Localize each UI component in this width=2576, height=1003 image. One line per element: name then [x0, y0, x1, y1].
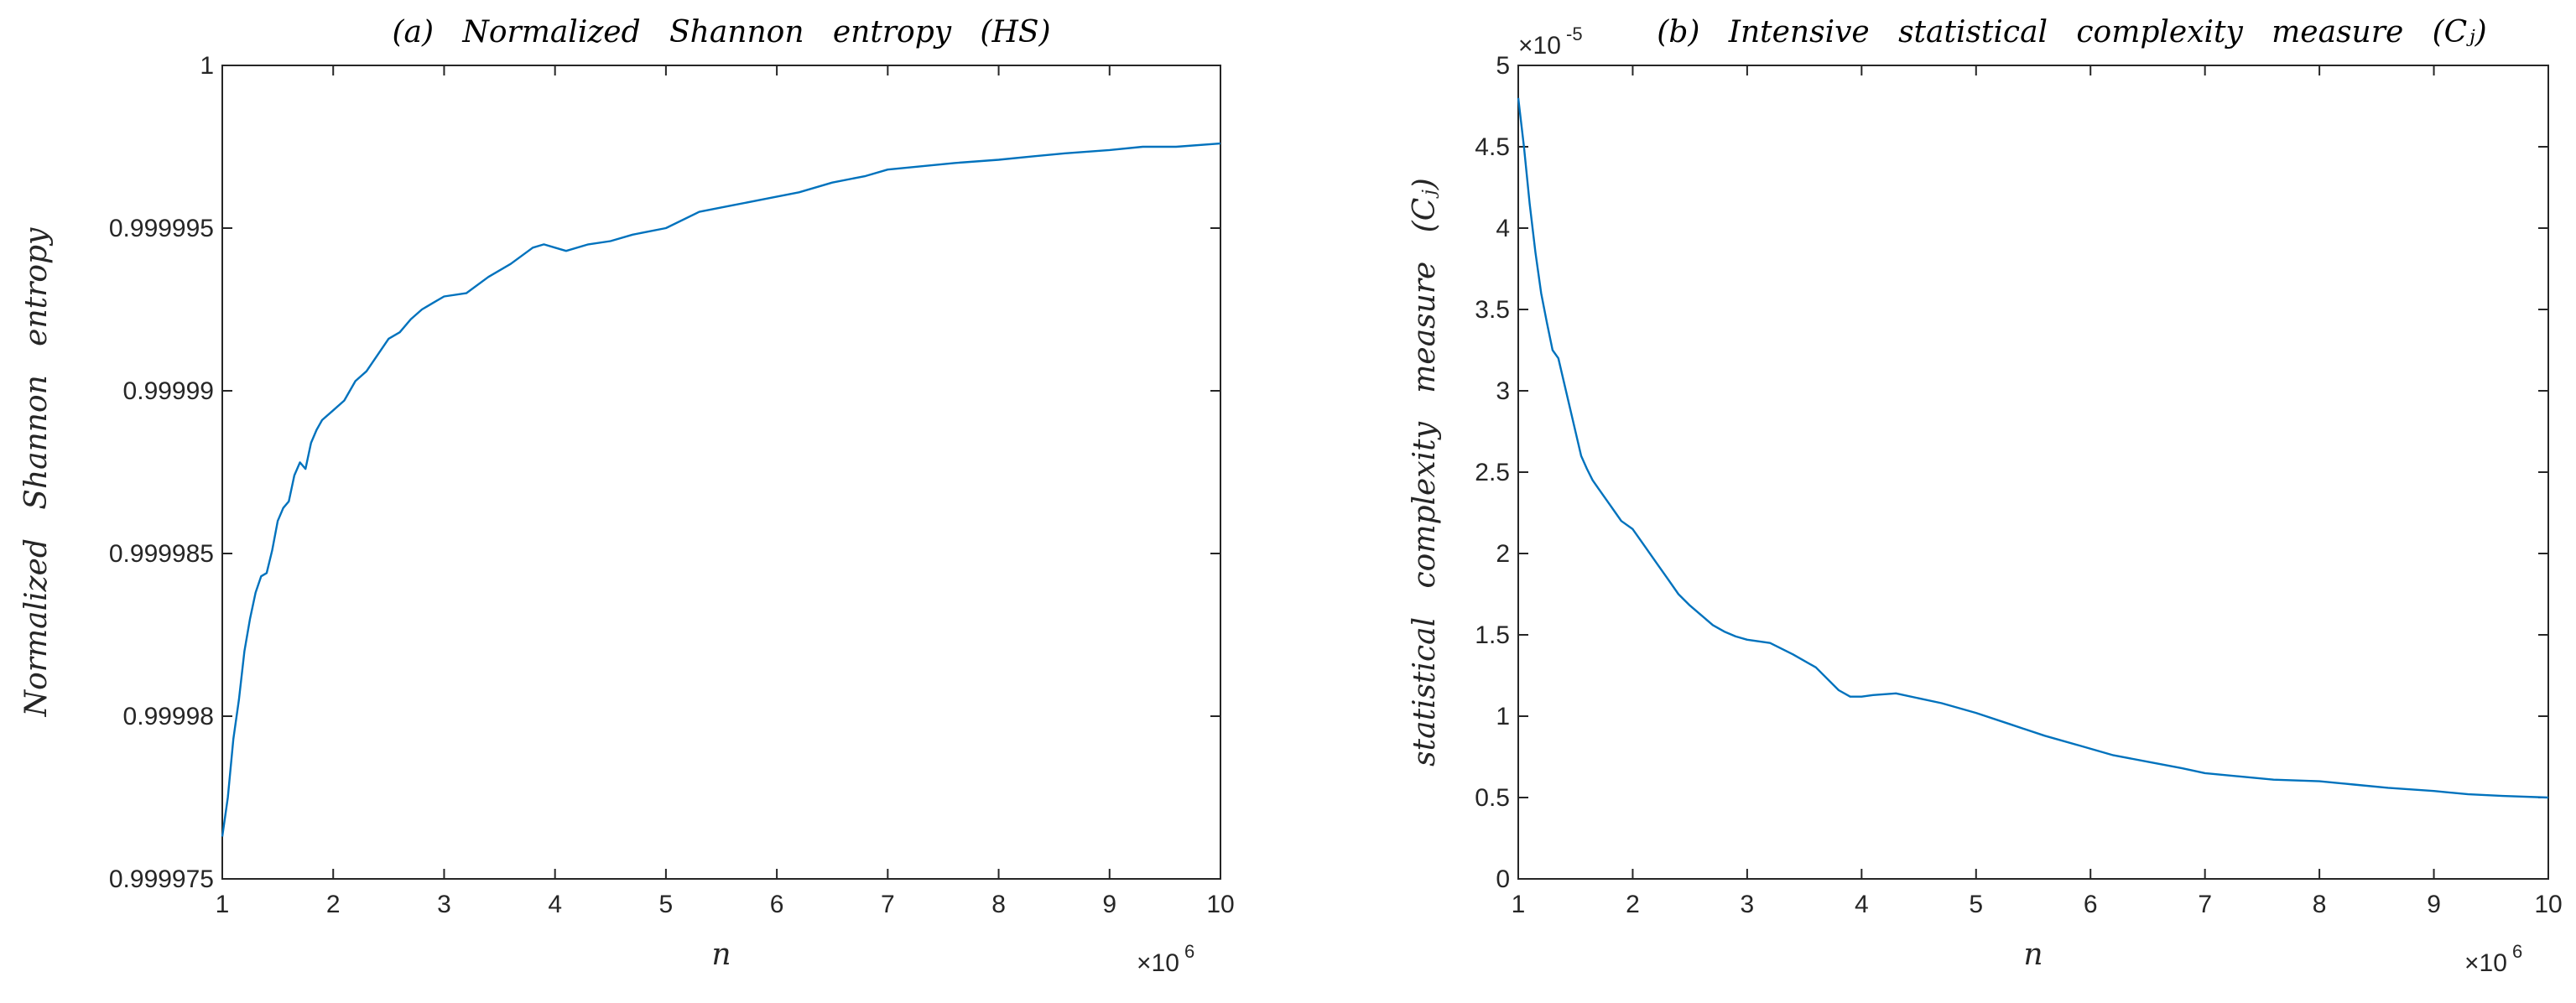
- series-line-b: [1517, 97, 2549, 799]
- y-tick-label: 0.999985: [109, 540, 214, 568]
- x-tick-label: 4: [548, 891, 562, 918]
- x-tick-label: 10: [2534, 891, 2562, 918]
- series-group-a: [221, 142, 1221, 837]
- y-axis-title-a: Normalized Shannon entropy: [19, 227, 54, 717]
- x-multiplier-a: ×10 6: [1137, 941, 1194, 977]
- y-tick-label: 3: [1496, 377, 1510, 405]
- y-multiplier-b: ×10 -5: [1518, 23, 1583, 60]
- x-tick-label: 3: [437, 891, 451, 918]
- y-tick-label: 4.5: [1475, 133, 1510, 161]
- x-multiplier-b: ×10 6: [2464, 941, 2522, 977]
- x-tick-label: 8: [2313, 891, 2327, 918]
- ticks-b: 1 2 3 4 5 6 7 8 9 10 0 0.5 1 1.5 2 2.5 3 3.5 4 4.5 5: [1475, 52, 2562, 918]
- x-multiplier-exponent-b: 6: [2512, 941, 2522, 962]
- y-tick-label: 1: [1496, 703, 1510, 730]
- x-tick-label: 1: [1512, 891, 1526, 918]
- y-tick-label: 2: [1496, 540, 1510, 568]
- x-tick-label: 8: [991, 891, 1006, 918]
- chart-panel-a: (a) Normalized Shannon entropy (HS) n No…: [19, 15, 1235, 977]
- chart-panel-b: (b) Intensive statistical complexity mea…: [1408, 15, 2563, 977]
- y-tick-label: 1: [200, 52, 214, 80]
- x-axis-title-a: n: [711, 938, 731, 972]
- x-tick-label: 9: [1102, 891, 1116, 918]
- x-tick-label: 6: [770, 891, 784, 918]
- y-tick-label: 5: [1496, 52, 1510, 80]
- plot-area-b: [1517, 65, 2549, 880]
- chart-title-a: (a) Normalized Shannon entropy (HS): [392, 15, 1050, 49]
- x-tick-label: 3: [1741, 891, 1755, 918]
- x-tick-label: 2: [1626, 891, 1640, 918]
- y-tick-label: 1.5: [1475, 621, 1510, 649]
- x-tick-label: 5: [659, 891, 674, 918]
- y-tick-label: 4: [1496, 215, 1510, 242]
- x-tick-label: 9: [2427, 891, 2441, 918]
- x-tick-label: 7: [2198, 891, 2212, 918]
- x-axis-title-b: n: [2023, 938, 2043, 972]
- y-tick-label: 0.999975: [109, 865, 214, 893]
- y-tick-label: 0.999995: [109, 215, 214, 242]
- x-multiplier-base-b: ×10: [2464, 949, 2507, 977]
- plot-area-a: [221, 65, 1221, 880]
- y-tick-label: 3.5: [1475, 296, 1510, 324]
- x-tick-label: 5: [1969, 891, 1983, 918]
- x-tick-label: 7: [881, 891, 895, 918]
- x-tick-label: 1: [216, 891, 230, 918]
- y-tick-label: 0: [1496, 865, 1510, 893]
- y-multiplier-base-b: ×10: [1518, 32, 1561, 60]
- series-line-a: [221, 142, 1221, 837]
- chart-title-b: (b) Intensive statistical complexity mea…: [1657, 15, 2486, 49]
- y-tick-label: 0.99999: [123, 377, 214, 405]
- x-multiplier-exponent-a: 6: [1184, 941, 1194, 962]
- y-tick-label: 0.5: [1475, 784, 1510, 812]
- x-tick-label: 4: [1855, 891, 1869, 918]
- ticks-a: 1 2 3 4 5 6 7 8 9 10 0.999975 0.99998 0.999985 0.9999…: [109, 52, 1235, 918]
- y-tick-label: 0.99998: [123, 703, 214, 730]
- y-tick-label: 2.5: [1475, 459, 1510, 486]
- series-group-b: [1517, 97, 2549, 799]
- x-tick-label: 2: [326, 891, 341, 918]
- y-axis-title-b: statistical complexity measure (Cⱼ): [1408, 178, 1442, 767]
- x-multiplier-base-a: ×10: [1137, 949, 1179, 977]
- x-tick-label: 6: [2084, 891, 2098, 918]
- y-multiplier-exponent-b: -5: [1566, 23, 1583, 44]
- x-tick-label: 10: [1206, 891, 1234, 918]
